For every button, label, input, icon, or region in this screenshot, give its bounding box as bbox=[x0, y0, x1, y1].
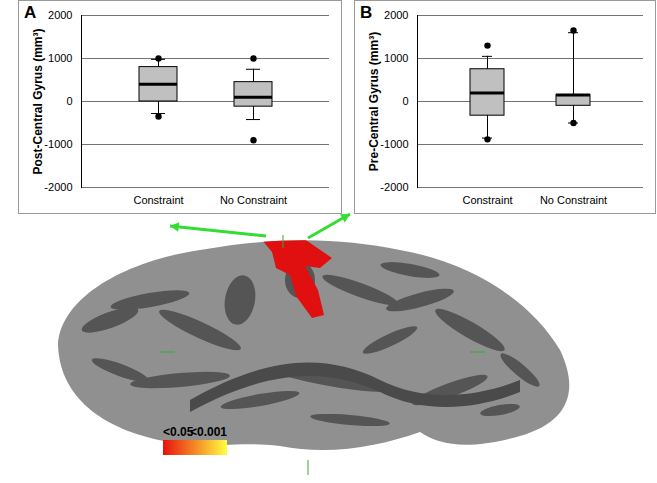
svg-text:No Constraint: No Constraint bbox=[220, 194, 287, 206]
html-text:A: A bbox=[24, 3, 37, 22]
svg-text:-2000: -2000 bbox=[44, 181, 72, 193]
svg-text:<0.05: <0.05 bbox=[163, 425, 194, 439]
svg-text:<0.001: <0.001 bbox=[190, 425, 227, 439]
svg-text:Post-Central Gyrus (mm³): Post-Central Gyrus (mm³) bbox=[31, 28, 45, 174]
svg-text:1000: 1000 bbox=[384, 52, 408, 64]
svg-text:Constraint: Constraint bbox=[133, 194, 183, 206]
svg-text:0: 0 bbox=[402, 95, 408, 107]
svg-text:2000: 2000 bbox=[48, 9, 72, 21]
svg-text:Pre-Central Gyrus (mm³): Pre-Central Gyrus (mm³) bbox=[367, 32, 381, 171]
svg-text:No Constraint: No Constraint bbox=[540, 194, 607, 206]
svg-text:0: 0 bbox=[66, 95, 72, 107]
svg-text:Constraint: Constraint bbox=[462, 194, 512, 206]
html-text:B: B bbox=[360, 3, 373, 22]
svg-text:-1000: -1000 bbox=[44, 138, 72, 150]
svg-text:-1000: -1000 bbox=[380, 138, 408, 150]
svg-text:2000: 2000 bbox=[384, 9, 408, 21]
svg-text:1000: 1000 bbox=[48, 52, 72, 64]
svg-text:-2000: -2000 bbox=[380, 181, 408, 193]
